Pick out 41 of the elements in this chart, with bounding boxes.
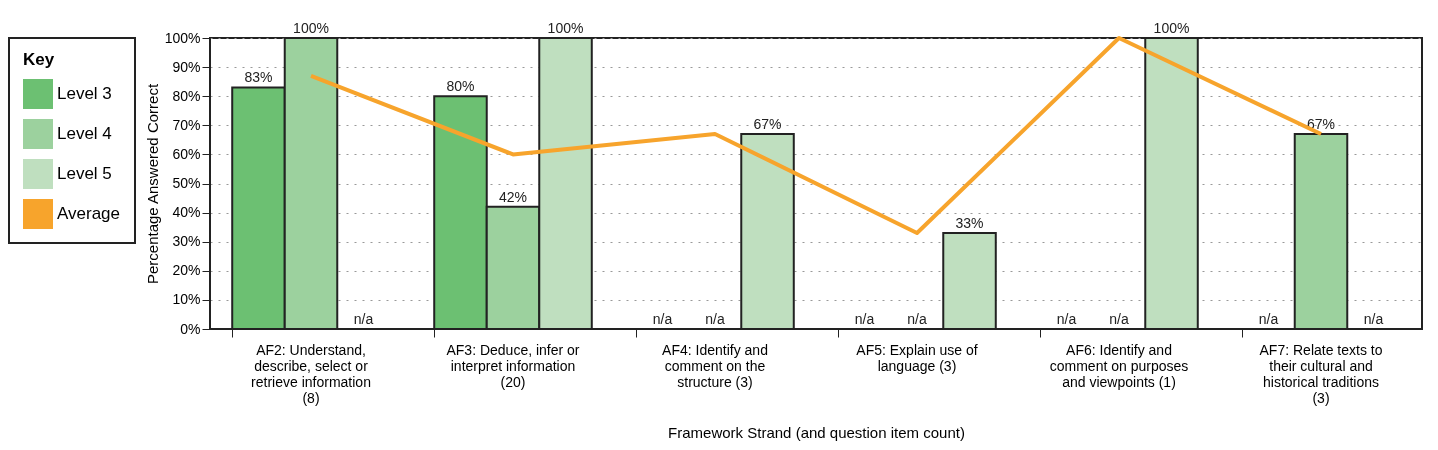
x-tick-label: AF4: Identify and comment on the structure (3): [662, 341, 768, 390]
data-label: 100%: [547, 20, 584, 36]
y-tick-label: 90%: [172, 58, 201, 75]
y-tick-label: 50%: [172, 175, 201, 191]
text: n/a: [1363, 311, 1384, 327]
y-tick-label: 80%: [172, 87, 201, 104]
data-label: 83%: [244, 69, 273, 86]
y-tick-label: 10%: [172, 291, 201, 308]
data-label: 42%: [498, 188, 528, 205]
legend-label: Level 4: [57, 124, 112, 143]
text: n/a: [1109, 311, 1129, 327]
y-tick-label: 70%: [172, 116, 201, 133]
x-tick-label: AF7: Relate texts to their cultural and historical traditions (3): [1259, 341, 1383, 406]
y-axis-title: Percentage Answered Correct: [143, 83, 161, 285]
x-tick-label: AF5: Explain use of language (3): [856, 341, 978, 374]
text: n/a: [652, 311, 673, 327]
text: n/a: [854, 311, 875, 327]
text: n/a: [1258, 311, 1279, 327]
data-label: 80%: [446, 78, 475, 95]
data-label: 100%: [293, 20, 329, 36]
x-tick-label: AF2: Understand, describe, select or retrieve information (8): [251, 341, 371, 406]
text: n/a: [705, 311, 725, 327]
x-axis-title: Framework Strand (and question item count): [668, 423, 965, 441]
y-tick-label: 0%: [180, 320, 201, 337]
y-tick-label: 20%: [172, 262, 201, 279]
y-tick-label: 40%: [172, 204, 201, 221]
x-tick-label: AF6: Identify and comment on purposes and viewpoints (1): [1049, 341, 1189, 390]
legend-label: Average: [57, 204, 121, 223]
legend-label: Level 3: [57, 84, 112, 103]
y-tick-label: 60%: [172, 145, 201, 162]
data-label: 67%: [753, 116, 782, 133]
legend-label: Level 5: [57, 164, 112, 183]
y-tick-label: 30%: [172, 233, 201, 250]
y-tick-label: 100%: [164, 29, 201, 46]
legend-title: Key: [23, 50, 55, 69]
text: n/a: [353, 311, 374, 327]
text: n/a: [907, 311, 927, 327]
data-label: 100%: [1153, 20, 1190, 36]
data-label: 33%: [955, 214, 984, 231]
text: n/a: [1056, 311, 1077, 327]
x-tick-label: AF3: Deduce, infer or interpret information (20): [446, 341, 580, 390]
